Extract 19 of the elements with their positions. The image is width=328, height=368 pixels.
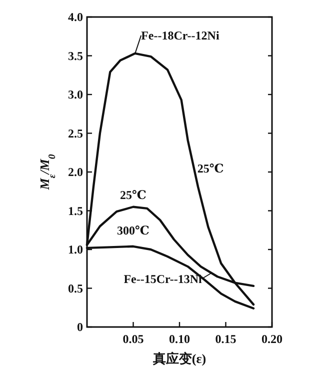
x-tick-label: 0.20 [262,332,282,346]
y-tick-label: 2.5 [68,126,83,140]
annotation: 300℃ [117,223,150,238]
annotation: 25℃ [197,161,224,176]
y-tick-label: 0 [77,320,83,334]
x-tick-label: 0.15 [215,332,236,346]
x-tick-label: 0.10 [169,332,190,346]
annotation: Fe--18Cr--12Ni [141,28,220,42]
x-axis-title: 真应变(ε) [152,351,206,366]
y-tick-label: 1.5 [68,204,83,218]
y-tick-label: 2.0 [68,165,83,179]
y-tick-label: 3.5 [68,48,83,63]
y-tick-label: 1.0 [68,242,83,256]
annotation: 25℃ [120,188,146,202]
y-tick-label: 0.5 [68,281,83,296]
y-tick-label: 3.0 [68,88,83,102]
y-tick-label: 4.0 [68,10,83,24]
annotation: Fe--15Cr--13Ni [124,272,203,286]
x-tick-label: 0.05 [122,332,144,346]
